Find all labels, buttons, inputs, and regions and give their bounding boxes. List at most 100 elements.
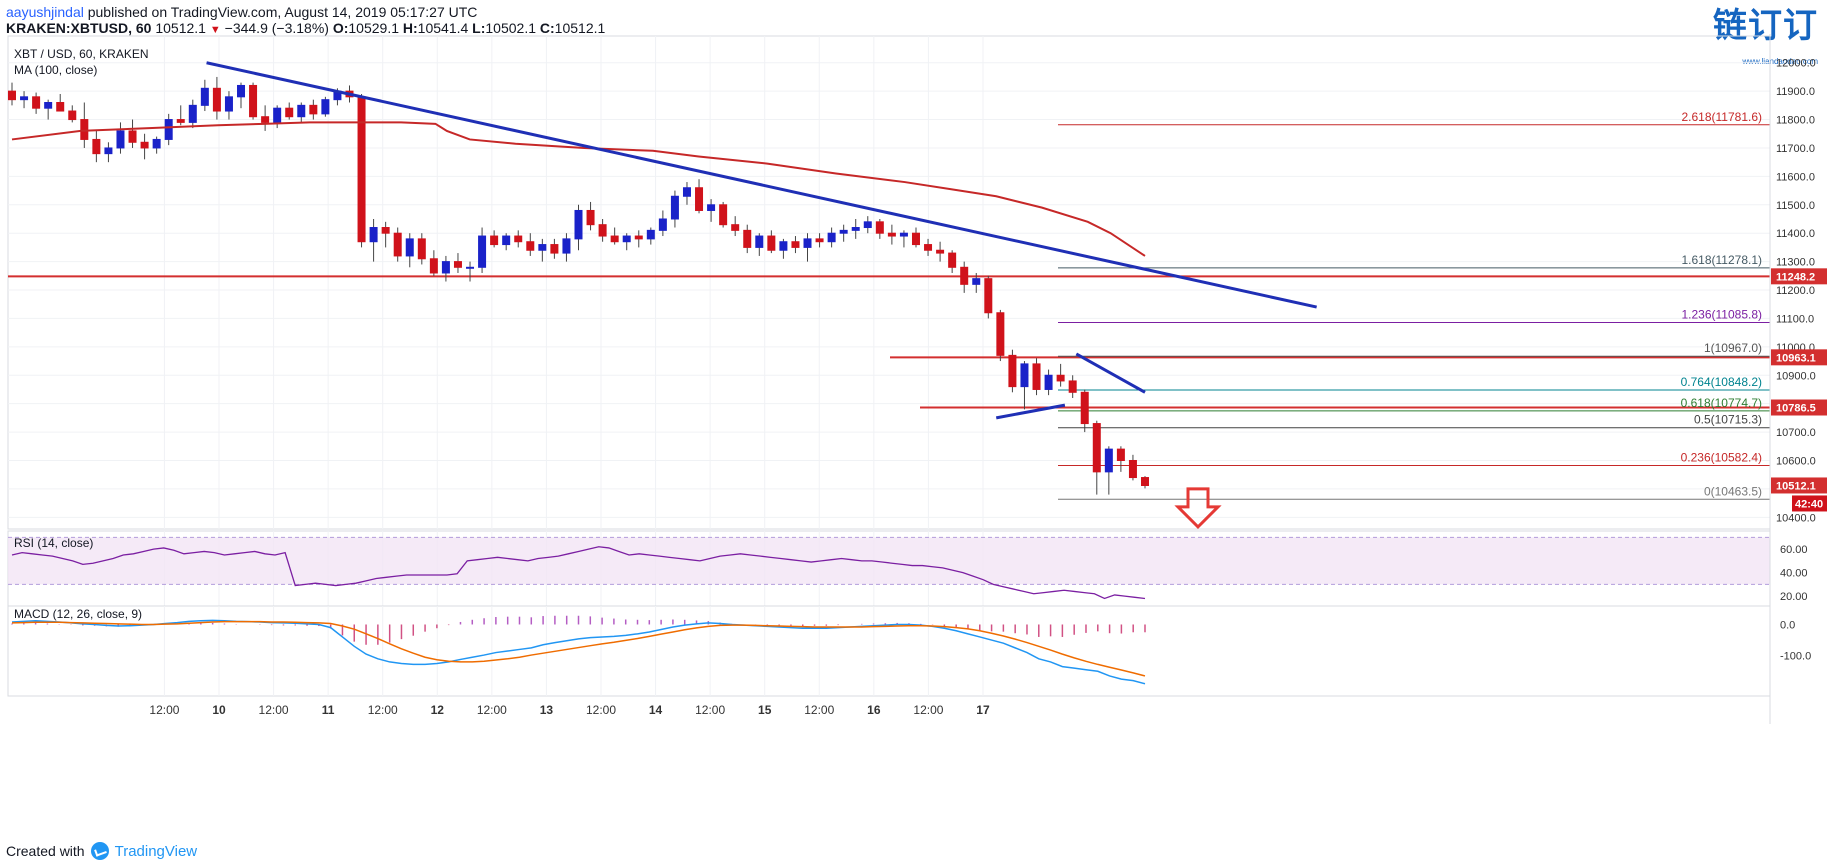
triangle-lower-line xyxy=(995,403,1066,420)
candle-body xyxy=(490,235,499,246)
price-pane[interactable]: 12000.0 11900.0 11800.0 11700.0 11600.0 11500… xyxy=(7,35,1827,530)
low-value: 10502.1 xyxy=(485,20,536,36)
price-tag xyxy=(1771,349,1827,366)
candle-body xyxy=(297,104,306,118)
price-pane-frame xyxy=(7,35,1771,530)
candle-body xyxy=(188,104,197,123)
fib-level-label: 0.236(10582.4) xyxy=(1681,450,1762,464)
candle-body xyxy=(899,232,908,237)
countdown-tag xyxy=(1792,495,1827,512)
rsi-band xyxy=(8,537,1770,585)
candle-body xyxy=(984,278,993,314)
candle-body xyxy=(658,218,667,231)
trading-chart[interactable]: 12000.0 11900.0 11800.0 11700.0 11600.0 11500… xyxy=(0,34,1828,842)
time-tick-label: 12:00 xyxy=(695,703,725,717)
candle-body xyxy=(1032,363,1041,390)
candle-body xyxy=(478,235,487,268)
candle-body xyxy=(417,238,426,260)
candle-body xyxy=(466,266,475,269)
down-arrow-icon xyxy=(1174,487,1222,530)
candle-body xyxy=(405,238,414,257)
candle-body xyxy=(562,238,571,254)
time-tick-label: 12:00 xyxy=(804,703,834,717)
macd-tick-label: -100.0 xyxy=(1780,651,1811,663)
candle-body xyxy=(827,232,836,243)
time-tick-label: 12:00 xyxy=(149,703,179,717)
author-link[interactable]: aayushjindal xyxy=(6,4,84,20)
tradingview-brand[interactable]: TradingView xyxy=(114,842,198,860)
price-tick-label: 11600.0 xyxy=(1776,171,1815,183)
candle-body xyxy=(1080,391,1089,425)
footer: Created with TradingView xyxy=(6,842,197,860)
time-tick-label: 12:00 xyxy=(259,703,289,717)
symbol-name: KRAKEN:XBTUSD, 60 xyxy=(6,20,152,36)
candle-body xyxy=(526,241,535,251)
time-axis[interactable]: 12:00 10 12:00 11 12:00 12 12:00 13 12:00 14 12:00… xyxy=(149,34,1771,724)
countdown-label: 42:40 xyxy=(1795,498,1823,510)
fib-level-label: 1.236(11085.8) xyxy=(1681,307,1762,321)
descending-trendline xyxy=(206,61,1317,309)
candle-body xyxy=(32,96,41,109)
candle-body xyxy=(911,232,920,246)
candle-body xyxy=(550,244,559,254)
candle-body xyxy=(875,221,884,234)
price-tag-label: 10512.1 xyxy=(1776,480,1816,492)
price-tick-label: 11500.0 xyxy=(1776,200,1815,212)
price-tag-label: 10786.5 xyxy=(1776,403,1816,415)
chart-title: XBT / USD, 60, KRAKEN xyxy=(14,47,149,61)
time-tick-label: 12:00 xyxy=(586,703,616,717)
rsi-pane[interactable]: 60.00 40.00 20.00 RSI (14, close) xyxy=(7,530,1808,607)
candle-body xyxy=(670,195,679,220)
macd-pane[interactable]: 0.0 -100.0 MACD (12, 26, close, 9) xyxy=(7,605,1811,697)
candle-body xyxy=(453,261,462,268)
candle-body xyxy=(92,138,101,155)
candle-body xyxy=(309,104,318,115)
candle-body xyxy=(960,266,969,285)
candle-body xyxy=(152,138,161,149)
candle-body xyxy=(803,238,812,248)
time-tick-label: 11 xyxy=(322,703,335,717)
rsi-title: RSI (14, close) xyxy=(14,536,93,550)
tradingview-logo-icon[interactable] xyxy=(90,842,109,860)
candle-body xyxy=(851,227,860,231)
candle-body xyxy=(502,235,511,246)
ma-indicator-label: MA (100, close) xyxy=(14,63,97,77)
watermark-logo: 链订订 xyxy=(1713,6,1818,46)
candle-body xyxy=(1104,448,1113,473)
price-tag xyxy=(1771,399,1827,416)
time-tick-label: 13 xyxy=(540,703,554,717)
fib-level-label: 2.618(11781.6) xyxy=(1681,110,1762,124)
price-change: −344.9 (−3.18%) xyxy=(224,20,329,36)
candle-body xyxy=(429,258,438,274)
price-tick-label: 11900.0 xyxy=(1776,86,1815,98)
candle-body xyxy=(634,235,643,240)
candle-body xyxy=(1008,354,1017,388)
price-tag xyxy=(1771,268,1827,285)
candle-body xyxy=(598,224,607,237)
fib-level-label: 1(10967.0) xyxy=(1704,341,1762,355)
close-value: 10512.1 xyxy=(554,20,606,36)
candle-body xyxy=(622,235,631,243)
fib-level-label: 1.618(11278.1) xyxy=(1681,253,1762,267)
time-tick-label: 17 xyxy=(976,703,990,717)
close-label: C: xyxy=(539,20,555,36)
candle-body xyxy=(610,235,619,243)
macd-signal-line xyxy=(11,620,1146,677)
price-tick-label: 11200.0 xyxy=(1776,285,1815,297)
price-tick-label: 10700.0 xyxy=(1776,427,1816,439)
candle-body xyxy=(1068,380,1077,393)
candle-body xyxy=(972,278,981,285)
candle-body xyxy=(707,204,716,211)
candle-body xyxy=(586,209,595,226)
candle-body xyxy=(538,244,547,251)
published-text: published on TradingView.com, August 14,… xyxy=(83,4,478,20)
candle-body xyxy=(44,102,53,109)
candle-body xyxy=(176,119,185,123)
candle-body xyxy=(140,141,149,149)
candle-body xyxy=(357,96,366,243)
time-tick-label: 12 xyxy=(431,703,445,717)
candle-body xyxy=(948,252,957,268)
candle-body xyxy=(20,96,29,101)
low-label: L: xyxy=(472,20,486,36)
created-with-text: Created with xyxy=(6,843,85,859)
